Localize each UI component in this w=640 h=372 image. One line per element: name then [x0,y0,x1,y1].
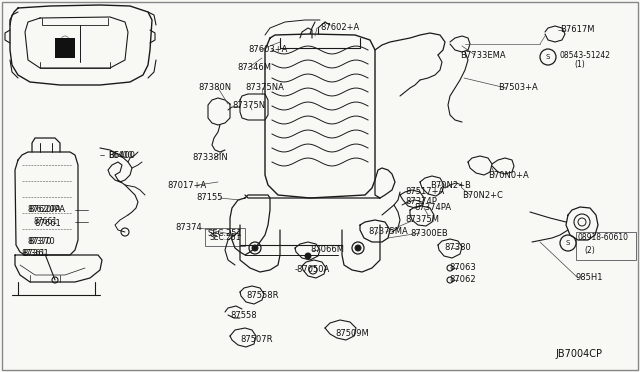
Text: B70N2+B: B70N2+B [430,180,471,189]
Text: 87558R: 87558R [246,292,278,301]
Text: B7503+A: B7503+A [498,83,538,93]
Text: 87620PA: 87620PA [28,205,61,215]
Text: 87380: 87380 [444,244,471,253]
Text: 87066M: 87066M [310,246,344,254]
Bar [205,228,245,246]
Text: 87375NA: 87375NA [245,83,284,93]
Text: 87155: 87155 [196,193,223,202]
Text: 87017+A: 87017+A [167,180,206,189]
Text: S: S [566,240,570,246]
Text: 87375N: 87375N [232,100,265,109]
Text: 87063: 87063 [449,263,476,273]
Text: 87346M: 87346M [237,64,271,73]
Text: 87380N: 87380N [198,83,231,93]
Text: 87361: 87361 [22,250,49,259]
Bar [576,232,636,260]
Text: 08918-60610: 08918-60610 [577,234,628,243]
Text: 87374P: 87374P [405,198,437,206]
Text: 87300EB: 87300EB [410,228,448,237]
Text: 87507R: 87507R [240,336,273,344]
Text: 08543-51242: 08543-51242 [560,51,611,60]
Text: 87661: 87661 [34,218,61,228]
Circle shape [355,245,361,251]
Text: 87509M: 87509M [335,328,369,337]
Text: B7617M: B7617M [560,26,595,35]
Text: 87375MA: 87375MA [368,228,408,237]
Text: 87374PA: 87374PA [414,203,451,212]
Text: SEC.251: SEC.251 [207,228,242,237]
Text: S: S [546,54,550,60]
Text: B6400: B6400 [108,151,135,160]
Text: 87558: 87558 [230,311,257,320]
Text: 87603+A: 87603+A [248,45,287,55]
Text: B70N2+C: B70N2+C [462,190,503,199]
Text: JB7004CP: JB7004CP [555,349,602,359]
Text: 87062: 87062 [449,276,476,285]
Text: 87375M: 87375M [405,215,439,224]
Text: (1): (1) [574,61,585,70]
Text: 87602+A: 87602+A [320,23,359,32]
Text: 87620PA: 87620PA [28,205,65,215]
Bar [55,38,75,58]
Text: (2): (2) [584,246,595,254]
Text: 985H1: 985H1 [575,273,602,282]
Circle shape [305,253,311,259]
Text: -87050A: -87050A [295,266,330,275]
Text: 87370: 87370 [28,237,52,247]
Text: 87517+A: 87517+A [405,187,444,196]
Text: 87361: 87361 [22,250,46,259]
Text: 87374: 87374 [175,224,202,232]
Text: B70N0+A: B70N0+A [488,170,529,180]
Text: 87338IN: 87338IN [192,154,228,163]
Text: B7733EMA: B7733EMA [460,51,506,60]
Text: SEC.251: SEC.251 [209,232,241,241]
Circle shape [252,245,258,251]
Text: 87661: 87661 [34,218,58,227]
Text: 87370: 87370 [28,237,55,247]
Text: B6400: B6400 [108,151,132,160]
